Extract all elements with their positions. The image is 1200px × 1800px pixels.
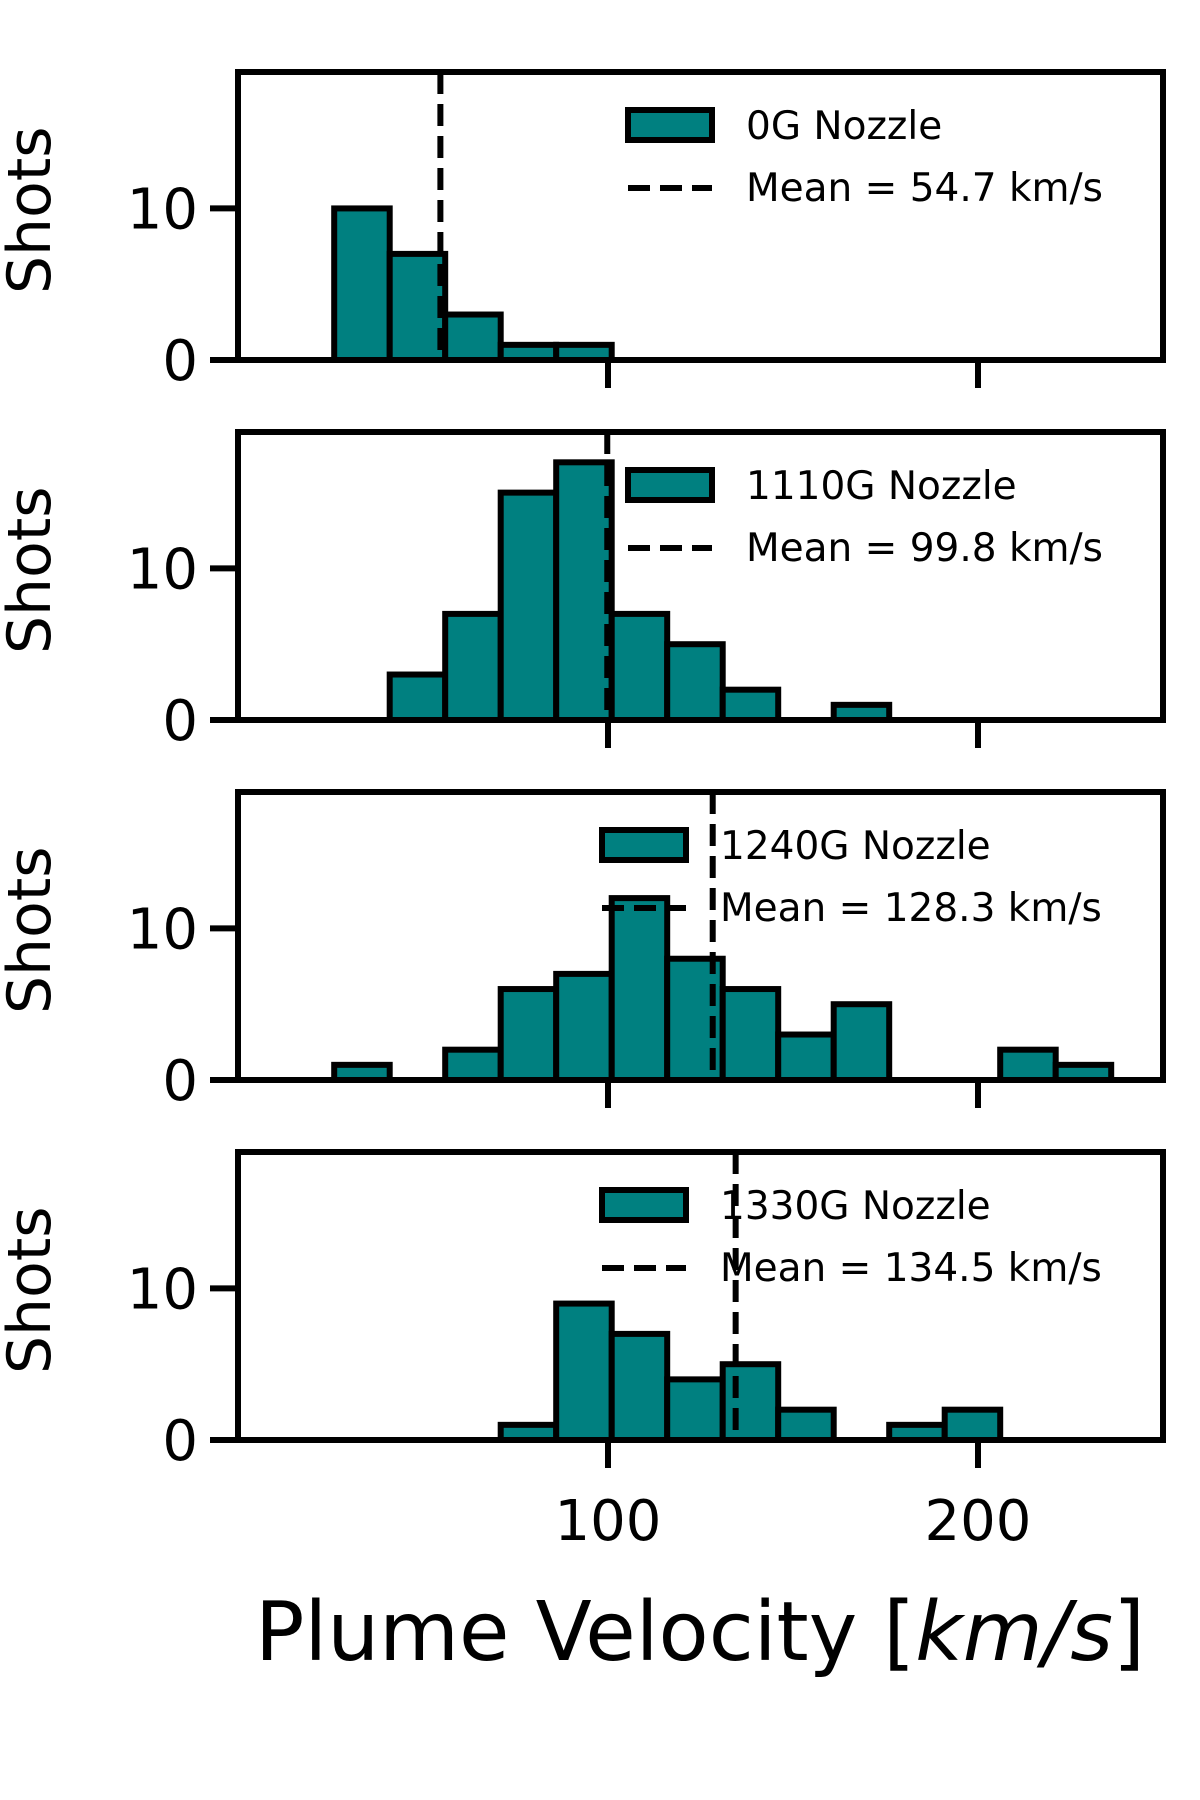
histogram-bar: [775, 1406, 837, 1443]
legend-series-label: 0G Nozzle: [746, 104, 942, 149]
histogram-bar: [608, 895, 671, 1084]
y-tick-label: 10: [127, 897, 198, 962]
histogram-bar: [442, 610, 504, 723]
y-tick-label: 0: [162, 689, 198, 754]
histogram-bar: [608, 1330, 671, 1444]
plot-frame: [235, 69, 1166, 363]
legend-series-label: 1330G Nozzle: [720, 1184, 991, 1229]
plot-frame: [235, 1149, 1166, 1443]
histogram-bar: [331, 205, 393, 363]
histogram-bar: [664, 1376, 726, 1443]
y-axis-label: Shots: [0, 486, 65, 654]
histogram-bar: [719, 1361, 782, 1444]
y-axis-label: Shots: [0, 846, 65, 1014]
panels-group: 0 10 Shots 0G Nozzle Mean = 54.7 km/s 0 10 Shot…: [0, 69, 1166, 1554]
histogram-bar: [997, 1046, 1059, 1083]
histogram-bar: [442, 311, 504, 363]
legend-swatch: [599, 1187, 689, 1223]
x-tick-label: 100: [555, 1489, 662, 1554]
histogram-bar: [553, 970, 615, 1083]
histogram-bar: [553, 1300, 615, 1444]
y-tick-label: 0: [162, 1049, 198, 1114]
panel-3: 0 10 Shots 1240G Nozzle Mean = 128.3 km/s: [0, 789, 1166, 1114]
histogram-bar: [497, 489, 560, 724]
histogram-bar: [664, 641, 726, 723]
histogram-bar: [386, 671, 449, 723]
histogram-bar: [830, 1001, 893, 1083]
legend-series-label: 1110G Nozzle: [746, 464, 1017, 509]
histogram-bar: [442, 1046, 504, 1083]
plot-frame: [235, 429, 1166, 723]
legend-swatch: [625, 107, 715, 143]
panel-1: 0 10 Shots 0G Nozzle Mean = 54.7 km/s: [0, 69, 1166, 394]
y-tick-label: 10: [127, 177, 198, 242]
x-axis-label: Plume Velocity [km/s]: [255, 1585, 1145, 1680]
y-tick-label: 10: [127, 1257, 198, 1322]
histogram-bar: [941, 1406, 1004, 1443]
y-axis-label: Shots: [0, 1206, 65, 1374]
legend-mean-label: Mean = 134.5 km/s: [720, 1246, 1102, 1291]
panel-4: 0 10 100 200 Shots 1330G Nozzle Mean = 134.5 k…: [0, 1149, 1166, 1554]
plot-frame: [235, 789, 1166, 1083]
histogram-bar: [719, 686, 782, 723]
legend-mean-label: Mean = 99.8 km/s: [746, 526, 1103, 571]
legend-swatch: [599, 827, 689, 863]
panel-2: 0 10 Shots 1110G Nozzle Mean = 99.8 km/s: [0, 429, 1166, 754]
histogram-bar: [553, 459, 615, 723]
histogram-bar: [497, 986, 560, 1083]
y-tick-label: 0: [162, 329, 198, 394]
legend-swatch: [625, 467, 715, 503]
y-tick-label: 0: [162, 1409, 198, 1474]
histogram-bar: [775, 1031, 837, 1084]
legend-mean-label: Mean = 54.7 km/s: [746, 166, 1103, 211]
histogram-bar: [608, 610, 671, 723]
y-axis-label: Shots: [0, 126, 65, 294]
x-tick-label: 200: [925, 1489, 1032, 1554]
legend-mean-label: Mean = 128.3 km/s: [720, 886, 1102, 931]
legend-series-label: 1240G Nozzle: [720, 824, 991, 869]
histogram-bar: [386, 250, 449, 363]
y-tick-label: 10: [127, 537, 198, 602]
histogram-bar: [719, 986, 782, 1083]
